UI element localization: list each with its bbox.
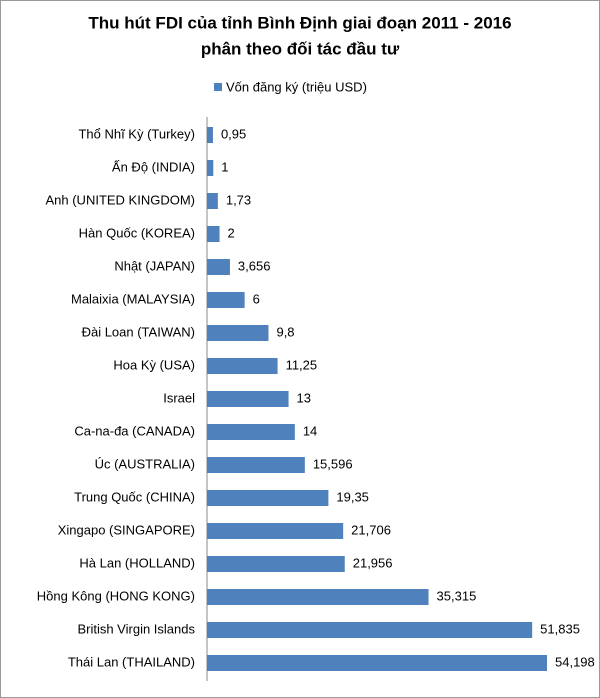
data-label: 2 [228,225,235,240]
data-label: 13 [297,390,311,405]
y-tick-label: Ca-na-đa (CANADA) [74,423,195,438]
y-tick-label: Xingapo (SINGAPORE) [58,522,195,537]
y-tick-label: Trung Quốc (CHINA) [74,489,195,504]
data-label: 9,8 [276,324,294,339]
data-label: 21,706 [351,522,391,537]
y-tick-label: Israel [163,390,195,405]
bar [207,160,214,176]
data-label: 11,25 [286,357,318,372]
data-label: 19,35 [336,489,369,504]
bar [207,127,213,143]
y-tick-label: Hoa Kỳ (USA) [113,357,195,372]
data-label: 54,198 [555,654,595,669]
bar [207,193,218,209]
legend-swatch [214,83,222,91]
y-tick-label: Anh (UNITED KINGDOM) [45,192,195,207]
bar [207,589,429,605]
y-tick-label: Hàn Quốc (KOREA) [79,225,195,240]
y-tick-label: Malaixia (MALAYSIA) [71,291,195,306]
y-tick-label: Đài Loan (TAIWAN) [82,324,195,339]
y-tick-label: Úc (AUSTRALIA) [95,456,195,471]
y-tick-label: Thái Lan (THAILAND) [68,654,195,669]
bar [207,325,269,341]
bar [207,226,220,242]
bar [207,358,278,374]
legend-label: Vốn đăng ký (triệu USD) [226,79,367,94]
y-tick-label: Hồng Kông (HONG KONG) [37,588,195,603]
data-label: 51,835 [540,621,580,636]
data-label: 0,95 [221,126,246,141]
data-label: 6 [253,291,260,306]
bar [207,523,344,539]
bar [207,259,230,275]
y-tick-label: Hà Lan (HOLLAND) [79,555,195,570]
bar [207,424,295,440]
data-label: 1,73 [226,192,251,207]
bar [207,556,345,572]
bar [207,622,533,638]
data-label: 14 [303,423,317,438]
data-label: 21,956 [353,555,393,570]
bar [207,457,305,473]
data-label: 35,315 [437,588,477,603]
bar [207,391,289,407]
y-tick-label: Ấn Độ (INDIA) [112,159,195,174]
data-label: 3,656 [238,258,271,273]
y-tick-label: British Virgin Islands [77,621,195,636]
chart-title: Thu hút FDI của tỉnh Bình Định giai đoạn… [88,13,511,32]
data-label: 1 [221,159,228,174]
chart-subtitle: phân theo đối tác đầu tư [201,39,400,58]
data-label: 15,596 [313,456,353,471]
bar [207,655,547,671]
y-tick-label: Thổ Nhĩ Kỳ (Turkey) [78,126,195,141]
bar [207,490,329,506]
bar [207,292,245,308]
y-tick-label: Nhật (JAPAN) [114,258,195,273]
